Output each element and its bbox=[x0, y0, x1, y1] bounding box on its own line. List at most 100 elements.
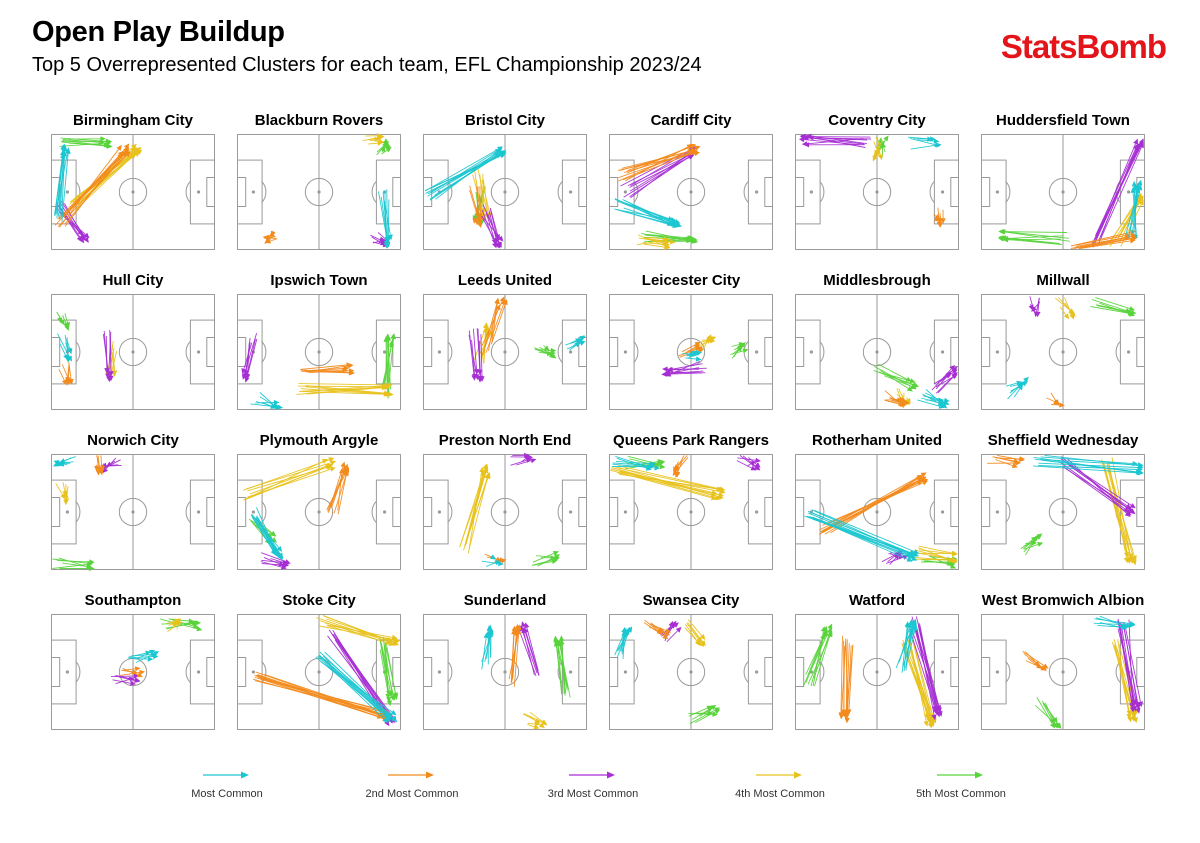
pass-arrow bbox=[627, 144, 696, 172]
cluster-1 bbox=[917, 389, 950, 409]
legend-label-3rd-most-common: 3rd Most Common bbox=[547, 788, 639, 800]
pass-arrow bbox=[808, 512, 913, 556]
cluster-2 bbox=[94, 455, 106, 476]
pass-arrow bbox=[532, 551, 559, 563]
legend-label-2nd-most-common: 2nd Most Common bbox=[365, 788, 459, 800]
team-panel-plymouth-argyle: Plymouth Argyle bbox=[234, 432, 404, 582]
pass-arrow bbox=[261, 552, 291, 565]
cluster-5 bbox=[803, 623, 833, 687]
cluster-3 bbox=[736, 455, 761, 471]
cluster-5 bbox=[531, 551, 561, 567]
cluster-2 bbox=[252, 671, 392, 722]
pitch-spots bbox=[251, 350, 387, 354]
pitch-markings bbox=[237, 454, 402, 570]
pass-arrow bbox=[571, 338, 582, 344]
pass-arrow bbox=[61, 138, 113, 145]
pass-arrow bbox=[68, 142, 110, 148]
pass-arrow bbox=[262, 235, 276, 241]
pass-arrow bbox=[245, 342, 251, 380]
cluster-3 bbox=[479, 204, 504, 249]
pitch-spots bbox=[251, 670, 387, 674]
pass-arrow bbox=[110, 673, 140, 679]
pass-arrow bbox=[937, 213, 943, 228]
pass-arrow bbox=[69, 147, 138, 205]
pass-arrow bbox=[877, 363, 912, 382]
pass-arrow bbox=[103, 330, 111, 379]
legend-item-most-common: Most Common bbox=[152, 770, 302, 800]
pitch-norwich-city bbox=[51, 454, 216, 572]
team-panel-huddersfield-town: Huddersfield Town bbox=[978, 112, 1148, 262]
pass-arrow bbox=[252, 517, 276, 556]
pass-arrow bbox=[689, 352, 695, 358]
cluster-2 bbox=[933, 207, 946, 228]
cluster-5 bbox=[381, 333, 397, 399]
pass-arrow bbox=[481, 632, 489, 670]
cluster-3 bbox=[510, 452, 537, 466]
pitch-queens-park-rangers bbox=[609, 454, 774, 570]
team-name: West Bromwich Albion bbox=[981, 592, 1145, 609]
pitch-markings bbox=[795, 294, 960, 410]
legend: Most Common 2nd Most Common 3rd Most Com… bbox=[0, 770, 1200, 830]
pass-arrow bbox=[247, 464, 333, 492]
pitch-spots bbox=[623, 510, 759, 514]
cluster-1 bbox=[1032, 454, 1144, 476]
pitch-preston-north-end bbox=[423, 452, 588, 570]
cluster-4 bbox=[610, 465, 726, 501]
pitch-bristol-city bbox=[423, 134, 588, 250]
pitch-coventry-city bbox=[795, 133, 960, 250]
pass-arrow bbox=[115, 676, 135, 685]
pass-arrow bbox=[701, 338, 716, 344]
pass-arrow bbox=[1063, 466, 1132, 516]
cluster-5 bbox=[59, 136, 113, 149]
pitch-markings bbox=[609, 614, 774, 730]
team-name: Middlesbrough bbox=[823, 272, 931, 289]
cluster-3 bbox=[1091, 138, 1144, 248]
pass-arrow bbox=[524, 622, 539, 672]
pitch-cardiff-city bbox=[609, 134, 774, 250]
pass-arrow bbox=[523, 713, 548, 725]
pitch-markings bbox=[981, 294, 1146, 410]
cluster-1 bbox=[614, 626, 633, 660]
pass-arrow bbox=[820, 478, 924, 534]
pitch-spots bbox=[623, 190, 759, 194]
pass-arrow bbox=[543, 345, 550, 351]
pitch-markings bbox=[609, 454, 774, 570]
pass-arrow bbox=[1095, 297, 1135, 311]
statsbomb-logo: StatsBomb bbox=[1000, 28, 1167, 65]
pass-arrow bbox=[311, 367, 348, 373]
cluster-3 bbox=[798, 133, 872, 148]
team-name: Millwall bbox=[1036, 272, 1090, 289]
pass-arrow bbox=[96, 455, 102, 473]
pass-arrow bbox=[998, 236, 1061, 245]
pitch-watford bbox=[795, 614, 960, 730]
pitch-spots bbox=[995, 350, 1131, 354]
pass-arrow bbox=[1055, 297, 1075, 314]
pass-arrow bbox=[652, 625, 666, 634]
pass-arrow bbox=[250, 403, 283, 410]
pass-arrow bbox=[873, 365, 917, 390]
pass-arrow bbox=[55, 483, 66, 500]
pass-arrow bbox=[68, 361, 74, 385]
pass-arrow bbox=[647, 236, 670, 242]
cluster-1 bbox=[804, 509, 920, 562]
pass-arrow bbox=[305, 385, 390, 396]
pass-arrow bbox=[296, 384, 388, 395]
cluster-4 bbox=[242, 457, 337, 501]
pass-arrow bbox=[620, 627, 627, 652]
pass-arrow bbox=[1038, 462, 1144, 471]
team-name: Plymouth Argyle bbox=[259, 432, 379, 449]
pitch-spots bbox=[65, 510, 201, 514]
pass-arrow bbox=[128, 650, 152, 658]
cluster-2 bbox=[326, 461, 350, 515]
pass-arrow bbox=[58, 557, 94, 570]
cluster-1 bbox=[424, 146, 507, 201]
cluster-5 bbox=[52, 557, 95, 572]
pass-arrow bbox=[1028, 304, 1034, 311]
pass-arrow bbox=[65, 342, 72, 354]
pass-arrow bbox=[319, 625, 400, 643]
cluster-5 bbox=[729, 341, 749, 359]
pass-arrow bbox=[798, 137, 861, 146]
team-name: Coventry City bbox=[828, 112, 926, 129]
cluster-4 bbox=[472, 168, 492, 221]
pass-arrow bbox=[489, 208, 501, 249]
